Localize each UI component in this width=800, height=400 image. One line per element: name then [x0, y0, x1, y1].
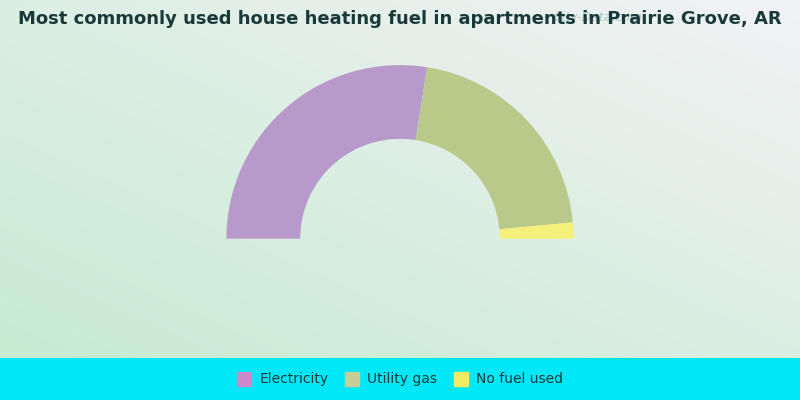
Wedge shape	[499, 222, 574, 239]
Text: City-Data.com: City-Data.com	[553, 11, 642, 24]
Wedge shape	[416, 67, 573, 229]
Text: Most commonly used house heating fuel in apartments in Prairie Grove, AR: Most commonly used house heating fuel in…	[18, 10, 782, 28]
Legend: Electricity, Utility gas, No fuel used: Electricity, Utility gas, No fuel used	[231, 366, 569, 392]
Wedge shape	[226, 65, 427, 239]
